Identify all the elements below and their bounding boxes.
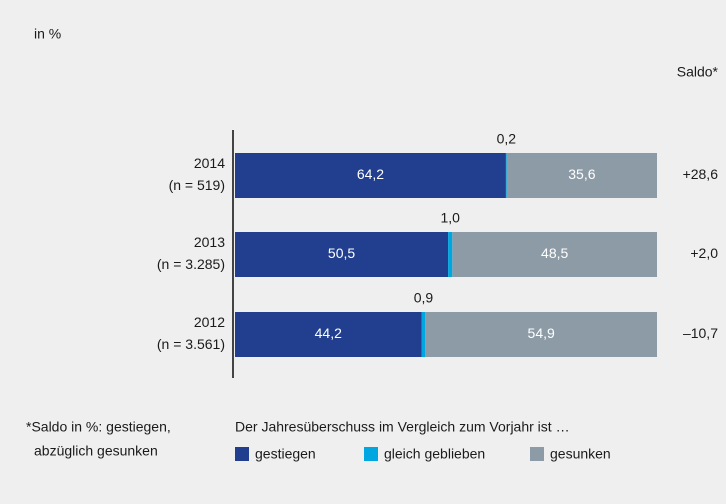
legend-swatch [530, 447, 544, 461]
bar-segment [421, 312, 426, 357]
saldo-value: +28,6 [683, 166, 719, 182]
saldo-value: –10,7 [683, 325, 718, 341]
bar-segment [425, 312, 657, 357]
bar-segment [448, 232, 453, 277]
value-label: 35,6 [568, 166, 595, 182]
value-label: 48,5 [541, 245, 568, 261]
legend-title: Der Jahresüberschuss im Vergleich zum Vo… [235, 419, 570, 435]
value-label: 54,9 [528, 325, 555, 341]
value-label: 0,9 [414, 290, 434, 306]
category-label: 2013 [194, 234, 225, 250]
value-label: 50,5 [328, 245, 355, 261]
footnote: *Saldo in %: gestiegen, [26, 419, 171, 435]
legend-swatch [235, 447, 249, 461]
value-label: 44,2 [315, 325, 342, 341]
category-note: (n = 3.561) [157, 336, 225, 352]
unit-label: in % [34, 26, 61, 42]
bar-segment [235, 153, 506, 198]
bar-segment [452, 232, 657, 277]
saldo-value: +2,0 [690, 245, 718, 261]
legend-swatch [364, 447, 378, 461]
legend-label: gleich geblieben [384, 446, 485, 462]
legend-label: gesunken [550, 446, 611, 462]
category-note: (n = 3.285) [157, 256, 225, 272]
legend-label: gestiegen [255, 446, 316, 462]
value-label: 0,2 [497, 131, 517, 147]
value-label: 1,0 [440, 210, 460, 226]
value-label: 64,2 [357, 166, 384, 182]
category-label: 2012 [194, 314, 225, 330]
bar-segment [505, 153, 507, 198]
bar-segment [235, 232, 449, 277]
saldo-title: Saldo* [677, 64, 719, 80]
bar-segment [235, 312, 422, 357]
category-label: 2014 [194, 155, 225, 171]
category-note: (n = 519) [169, 177, 225, 193]
footnote: abzüglich gesunken [34, 443, 158, 459]
bar-segment [506, 153, 657, 198]
